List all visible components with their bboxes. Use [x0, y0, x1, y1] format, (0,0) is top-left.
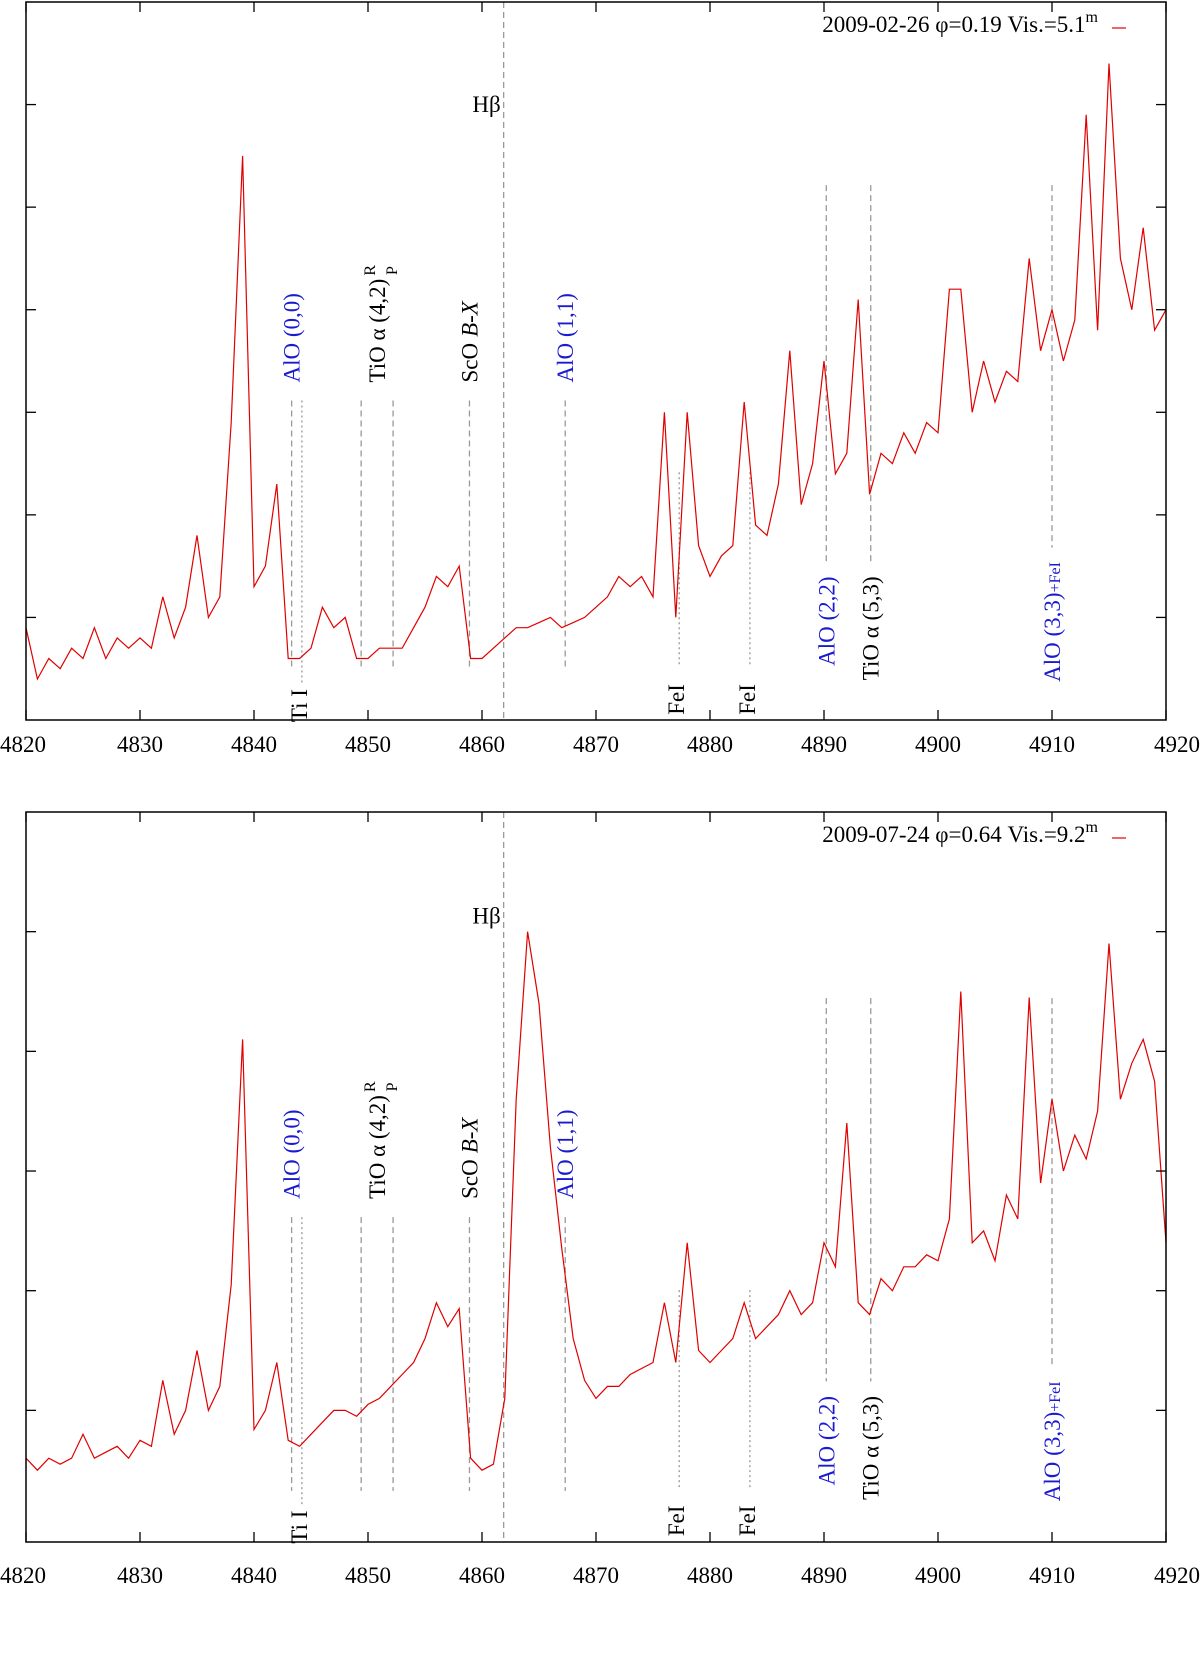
annotation-suffix: +FeI — [1047, 1381, 1064, 1411]
legend-label: 2009-07-24 φ=0.64 Vis.=9.2m — [822, 819, 1098, 847]
x-tick-label: 4830 — [117, 732, 163, 757]
annotation-text: AlO (2,2) — [814, 576, 839, 665]
legend-superscript: m — [1086, 9, 1099, 26]
x-tick-label: 4920 — [1154, 1563, 1200, 1588]
x-tick-label: 4880 — [687, 732, 733, 757]
annotation-label: AlO (3,3)+FeI — [1040, 1381, 1065, 1501]
x-tick-label: 4910 — [1029, 732, 1075, 757]
x-tick-label: 4840 — [231, 1563, 277, 1588]
x-tick-label: 4860 — [459, 1563, 505, 1588]
annotation-label: AlO (2,2) — [814, 1396, 839, 1485]
x-tick-label: 4850 — [345, 732, 391, 757]
annotation-label: AlO (3,3)+FeI — [1040, 562, 1065, 682]
annotation-label: FeI — [664, 1506, 689, 1537]
annotation-text: FeI — [735, 1506, 760, 1537]
annotation-text: TiO α (4,2) — [365, 279, 390, 383]
annotation-label: FeI — [735, 684, 760, 715]
annotation-label: AlO (2,2) — [814, 576, 839, 665]
annotation-label: ScO B-X — [457, 300, 482, 382]
annotation-text: AlO (3,3) — [1040, 1412, 1065, 1501]
annotation-label: TiO α (5,3) — [859, 576, 884, 680]
annotation-label: TiO α (4,2) R P — [362, 265, 401, 383]
x-tick-label: 4900 — [915, 732, 961, 757]
annotation-label: Hβ — [472, 92, 500, 117]
spectrum-line — [25, 63, 1167, 681]
annotation-label: TiO α (5,3) — [859, 1396, 884, 1500]
annotation-text: AlO (3,3) — [1040, 592, 1065, 681]
x-tick-label: 4820 — [0, 1563, 46, 1588]
annotation-italic: B-X — [457, 300, 482, 337]
annotation-italic: B-X — [457, 1117, 482, 1154]
annotation-label: AlO (1,1) — [553, 293, 578, 382]
annotation-label: FeI — [735, 1506, 760, 1537]
annotation-label: FeI — [664, 684, 689, 715]
annotation-text: Ti I — [287, 1511, 312, 1544]
legend-name: 2009-02-26 φ=0.19 Vis.=5.1 — [822, 12, 1085, 37]
annotation-sub: P — [384, 266, 401, 275]
plot-frame — [25, 1, 1167, 721]
annotation-sub: P — [384, 1082, 401, 1091]
annotation-text: TiO α (5,3) — [859, 576, 884, 680]
annotation-text: AlO (0,0) — [280, 293, 305, 382]
annotation-label: TiO α (4,2) R P — [362, 1081, 401, 1199]
annotation-text: FeI — [664, 684, 689, 715]
x-tick-label: 4840 — [231, 732, 277, 757]
annotation-text: AlO (1,1) — [553, 293, 578, 382]
legend-label: 2009-02-26 φ=0.19 Vis.=5.1m — [822, 9, 1098, 37]
spectrum-line — [25, 931, 1167, 1472]
x-tick-label: 4870 — [573, 732, 619, 757]
annotation-text: AlO (2,2) — [814, 1396, 839, 1485]
plot-frame — [25, 811, 1167, 1543]
annotation-text: TiO α (5,3) — [859, 1396, 884, 1500]
annotation-suffix: +FeI — [1047, 562, 1064, 592]
annotation-label: Hβ — [472, 904, 500, 929]
x-tick-label: 4860 — [459, 732, 505, 757]
x-tick-label: 4850 — [345, 1563, 391, 1588]
annotation-sup: R — [362, 1081, 379, 1092]
legend-name: 2009-07-24 φ=0.64 Vis.=9.2 — [822, 822, 1085, 847]
annotation-text: AlO (0,0) — [280, 1109, 305, 1198]
x-tick-label: 4900 — [915, 1563, 961, 1588]
annotation-text: FeI — [664, 1506, 689, 1537]
annotation-label: ScO B-X — [457, 1117, 482, 1199]
annotation-text: ScO — [457, 1159, 482, 1199]
annotation-text: ScO — [457, 343, 482, 383]
x-tick-label: 4880 — [687, 1563, 733, 1588]
annotation-text: Hβ — [472, 92, 500, 117]
x-tick-label: 4890 — [801, 732, 847, 757]
annotation-label: AlO (0,0) — [280, 293, 305, 382]
x-tick-label: 4870 — [573, 1563, 619, 1588]
annotation-text: AlO (1,1) — [553, 1109, 578, 1198]
annotation-text: FeI — [735, 684, 760, 715]
annotation-label: Ti I — [287, 689, 312, 722]
annotation-label: Ti I — [287, 1511, 312, 1544]
x-tick-label: 4830 — [117, 1563, 163, 1588]
annotation-text: Ti I — [287, 689, 312, 722]
legend-superscript: m — [1086, 819, 1099, 836]
x-tick-label: 4820 — [0, 732, 46, 757]
annotation-text: Hβ — [472, 904, 500, 929]
x-tick-label: 4920 — [1154, 732, 1200, 757]
annotation-text: TiO α (4,2) — [365, 1095, 390, 1199]
annotation-label: AlO (1,1) — [553, 1109, 578, 1198]
x-tick-label: 4910 — [1029, 1563, 1075, 1588]
x-tick-label: 4890 — [801, 1563, 847, 1588]
annotation-label: AlO (0,0) — [280, 1109, 305, 1198]
annotation-sup: R — [362, 265, 379, 276]
